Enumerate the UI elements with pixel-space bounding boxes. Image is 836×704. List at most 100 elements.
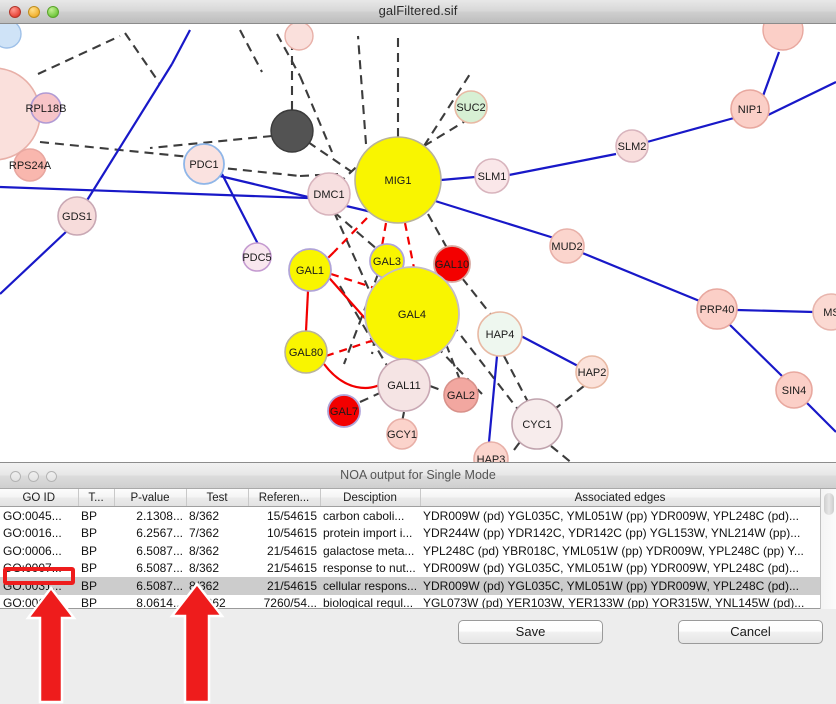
noa-maximize-button[interactable]: [46, 471, 57, 482]
edges-solid-blue: [0, 29, 836, 443]
network-graph[interactable]: RPL18B RPS24A GDS1 PDC1 PDC5 DMC1 MIG1 S…: [0, 24, 836, 462]
close-button[interactable]: [9, 6, 21, 18]
node-GCY1[interactable]: [386, 418, 418, 450]
node-GAL2[interactable]: [443, 377, 479, 413]
node-unlabeled-topright[interactable]: [762, 24, 804, 51]
maximize-button[interactable]: [47, 6, 59, 18]
cell-associated-edges: YDR009W (pd) YGL035C, YML051W (pp) YDR00…: [423, 508, 799, 523]
cell-go-id: GO:0045...: [3, 508, 62, 523]
edges-dashed-gray: [37, 29, 585, 462]
cell-associated-edges: YPL248C (pd) YBR018C, YML051W (pp) YDR00…: [423, 543, 804, 558]
cell-p-value: 6.5087...: [136, 543, 183, 558]
window-title: galFiltered.sif: [378, 3, 458, 18]
scrollbar-thumb[interactable]: [824, 493, 834, 515]
cell-test: 94/362: [189, 596, 226, 609]
node-GAL7[interactable]: [327, 394, 361, 428]
cell-reference: 21/54615: [266, 543, 317, 558]
column-header-type[interactable]: T...: [78, 489, 115, 507]
node-PDC1[interactable]: [183, 143, 225, 185]
noa-close-button[interactable]: [10, 471, 21, 482]
table-row[interactable]: GO:0065... BP 8.0614... 94/362 7260/54..…: [0, 595, 820, 609]
cell-reference: 7260/54...: [263, 596, 317, 609]
cell-associated-edges: YDR244W (pp) YDR142C, YDR142C (pp) YGL15…: [423, 526, 801, 541]
node-GAL80[interactable]: [284, 330, 328, 374]
cell-description: response to nut...: [323, 561, 416, 576]
node-GAL11[interactable]: [377, 358, 431, 412]
cancel-button[interactable]: Cancel: [678, 620, 823, 644]
cell-type: BP: [81, 508, 98, 523]
cell-type: BP: [81, 561, 98, 576]
cell-reference: 10/54615: [266, 526, 317, 541]
noa-output-panel: NOA output for Single Mode GO ID T... P-…: [0, 462, 836, 704]
table-vertical-scrollbar[interactable]: [820, 489, 836, 609]
node-CYC1[interactable]: [511, 398, 563, 450]
node-unlabeled-top[interactable]: [284, 24, 314, 51]
column-header-p-value[interactable]: P-value: [114, 489, 187, 507]
cell-test: 8/362: [189, 508, 220, 523]
table-row-selected[interactable]: GO:0031... BP 6.5087... 8/362 21/54615 c…: [0, 577, 820, 595]
node-MSI[interactable]: [812, 293, 836, 331]
dialog-footer: Save Cancel: [0, 609, 836, 704]
column-header-associated-edges[interactable]: Associated edges: [420, 489, 821, 507]
noa-results-table-container[interactable]: GO ID T... P-value Test Referen... Desci…: [0, 489, 836, 609]
cell-associated-edges: YDR009W (pd) YGL035C, YML051W (pp) YDR00…: [420, 577, 820, 595]
cell-description: cellular respons...: [320, 577, 420, 595]
network-nodes[interactable]: RPL18B RPS24A GDS1 PDC1 PDC5 DMC1 MIG1 S…: [0, 24, 836, 462]
cell-p-value: 6.2567...: [136, 526, 183, 541]
cell-test: 7/362: [189, 526, 220, 541]
node-DMC1[interactable]: [307, 172, 351, 216]
node-HAP2[interactable]: [575, 355, 609, 389]
table-row[interactable]: GO:0007... BP 6.5087... 8/362 21/54615 r…: [0, 560, 820, 578]
node-MIG1[interactable]: [354, 136, 442, 224]
cell-reference: 21/54615: [266, 561, 317, 576]
cell-associated-edges: YDR009W (pd) YGL035C, YML051W (pp) YDR00…: [423, 561, 799, 576]
noa-minimize-button[interactable]: [28, 471, 39, 482]
minimize-button[interactable]: [28, 6, 40, 18]
node-SLM1[interactable]: [474, 158, 510, 194]
cell-p-value: 6.5087...: [136, 561, 183, 576]
node-GAL1[interactable]: [288, 248, 332, 292]
node-RPS24A[interactable]: [13, 148, 47, 182]
noa-results-table: GO ID T... P-value Test Referen... Desci…: [0, 489, 821, 609]
column-header-test[interactable]: Test: [186, 489, 249, 507]
node-MUD2[interactable]: [549, 228, 585, 264]
node-GDS1[interactable]: [57, 196, 97, 236]
noa-panel-title: NOA output for Single Mode: [340, 468, 496, 482]
node-unlabeled-topleft[interactable]: [0, 24, 22, 49]
node-GAL4[interactable]: [364, 266, 460, 362]
table-row[interactable]: GO:0016... BP 6.2567... 7/362 10/54615 p…: [0, 525, 820, 543]
node-HAP3[interactable]: [473, 441, 509, 462]
cell-p-value: 8.0614...: [136, 596, 183, 609]
node-SLM2[interactable]: [615, 129, 649, 163]
column-header-reference[interactable]: Referen...: [248, 489, 321, 507]
cell-test: 8/362: [186, 577, 248, 595]
cell-type: BP: [81, 543, 98, 558]
save-button[interactable]: Save: [458, 620, 603, 644]
node-SIN4[interactable]: [775, 371, 813, 409]
cell-description: protein import i...: [323, 526, 413, 541]
table-header-row: GO ID T... P-value Test Referen... Desci…: [0, 489, 821, 507]
column-header-description[interactable]: Desciption: [320, 489, 421, 507]
table-row[interactable]: GO:0006... BP 6.5087... 8/362 21/54615 g…: [0, 542, 820, 560]
node-NIP1[interactable]: [730, 89, 770, 129]
node-HAP4[interactable]: [477, 311, 523, 357]
cell-go-id: GO:0007...: [3, 561, 62, 576]
network-view[interactable]: RPL18B RPS24A GDS1 PDC1 PDC5 DMC1 MIG1 S…: [0, 24, 836, 462]
cell-description: biological regul...: [323, 596, 414, 609]
cell-p-value: 6.5087...: [114, 577, 186, 595]
cell-associated-edges: YGL073W (pd) YER103W, YER133W (pp) YOR31…: [423, 596, 805, 609]
cell-test: 8/362: [189, 543, 220, 558]
main-window-titlebar: galFiltered.sif: [0, 0, 836, 24]
cell-type: BP: [81, 526, 98, 541]
node-PRP40[interactable]: [696, 288, 738, 330]
node-unlabeled-dark[interactable]: [270, 109, 314, 153]
cell-type: BP: [78, 577, 114, 595]
column-header-go-id[interactable]: GO ID: [0, 489, 79, 507]
table-row[interactable]: GO:0045... BP 2.1308... 8/362 15/54615 c…: [0, 507, 820, 525]
node-RPL18B[interactable]: [30, 92, 62, 124]
node-PDC5[interactable]: [242, 242, 272, 272]
node-GAL10[interactable]: [433, 245, 471, 283]
node-SUC2[interactable]: [454, 90, 488, 124]
cell-description: galactose meta...: [323, 543, 415, 558]
